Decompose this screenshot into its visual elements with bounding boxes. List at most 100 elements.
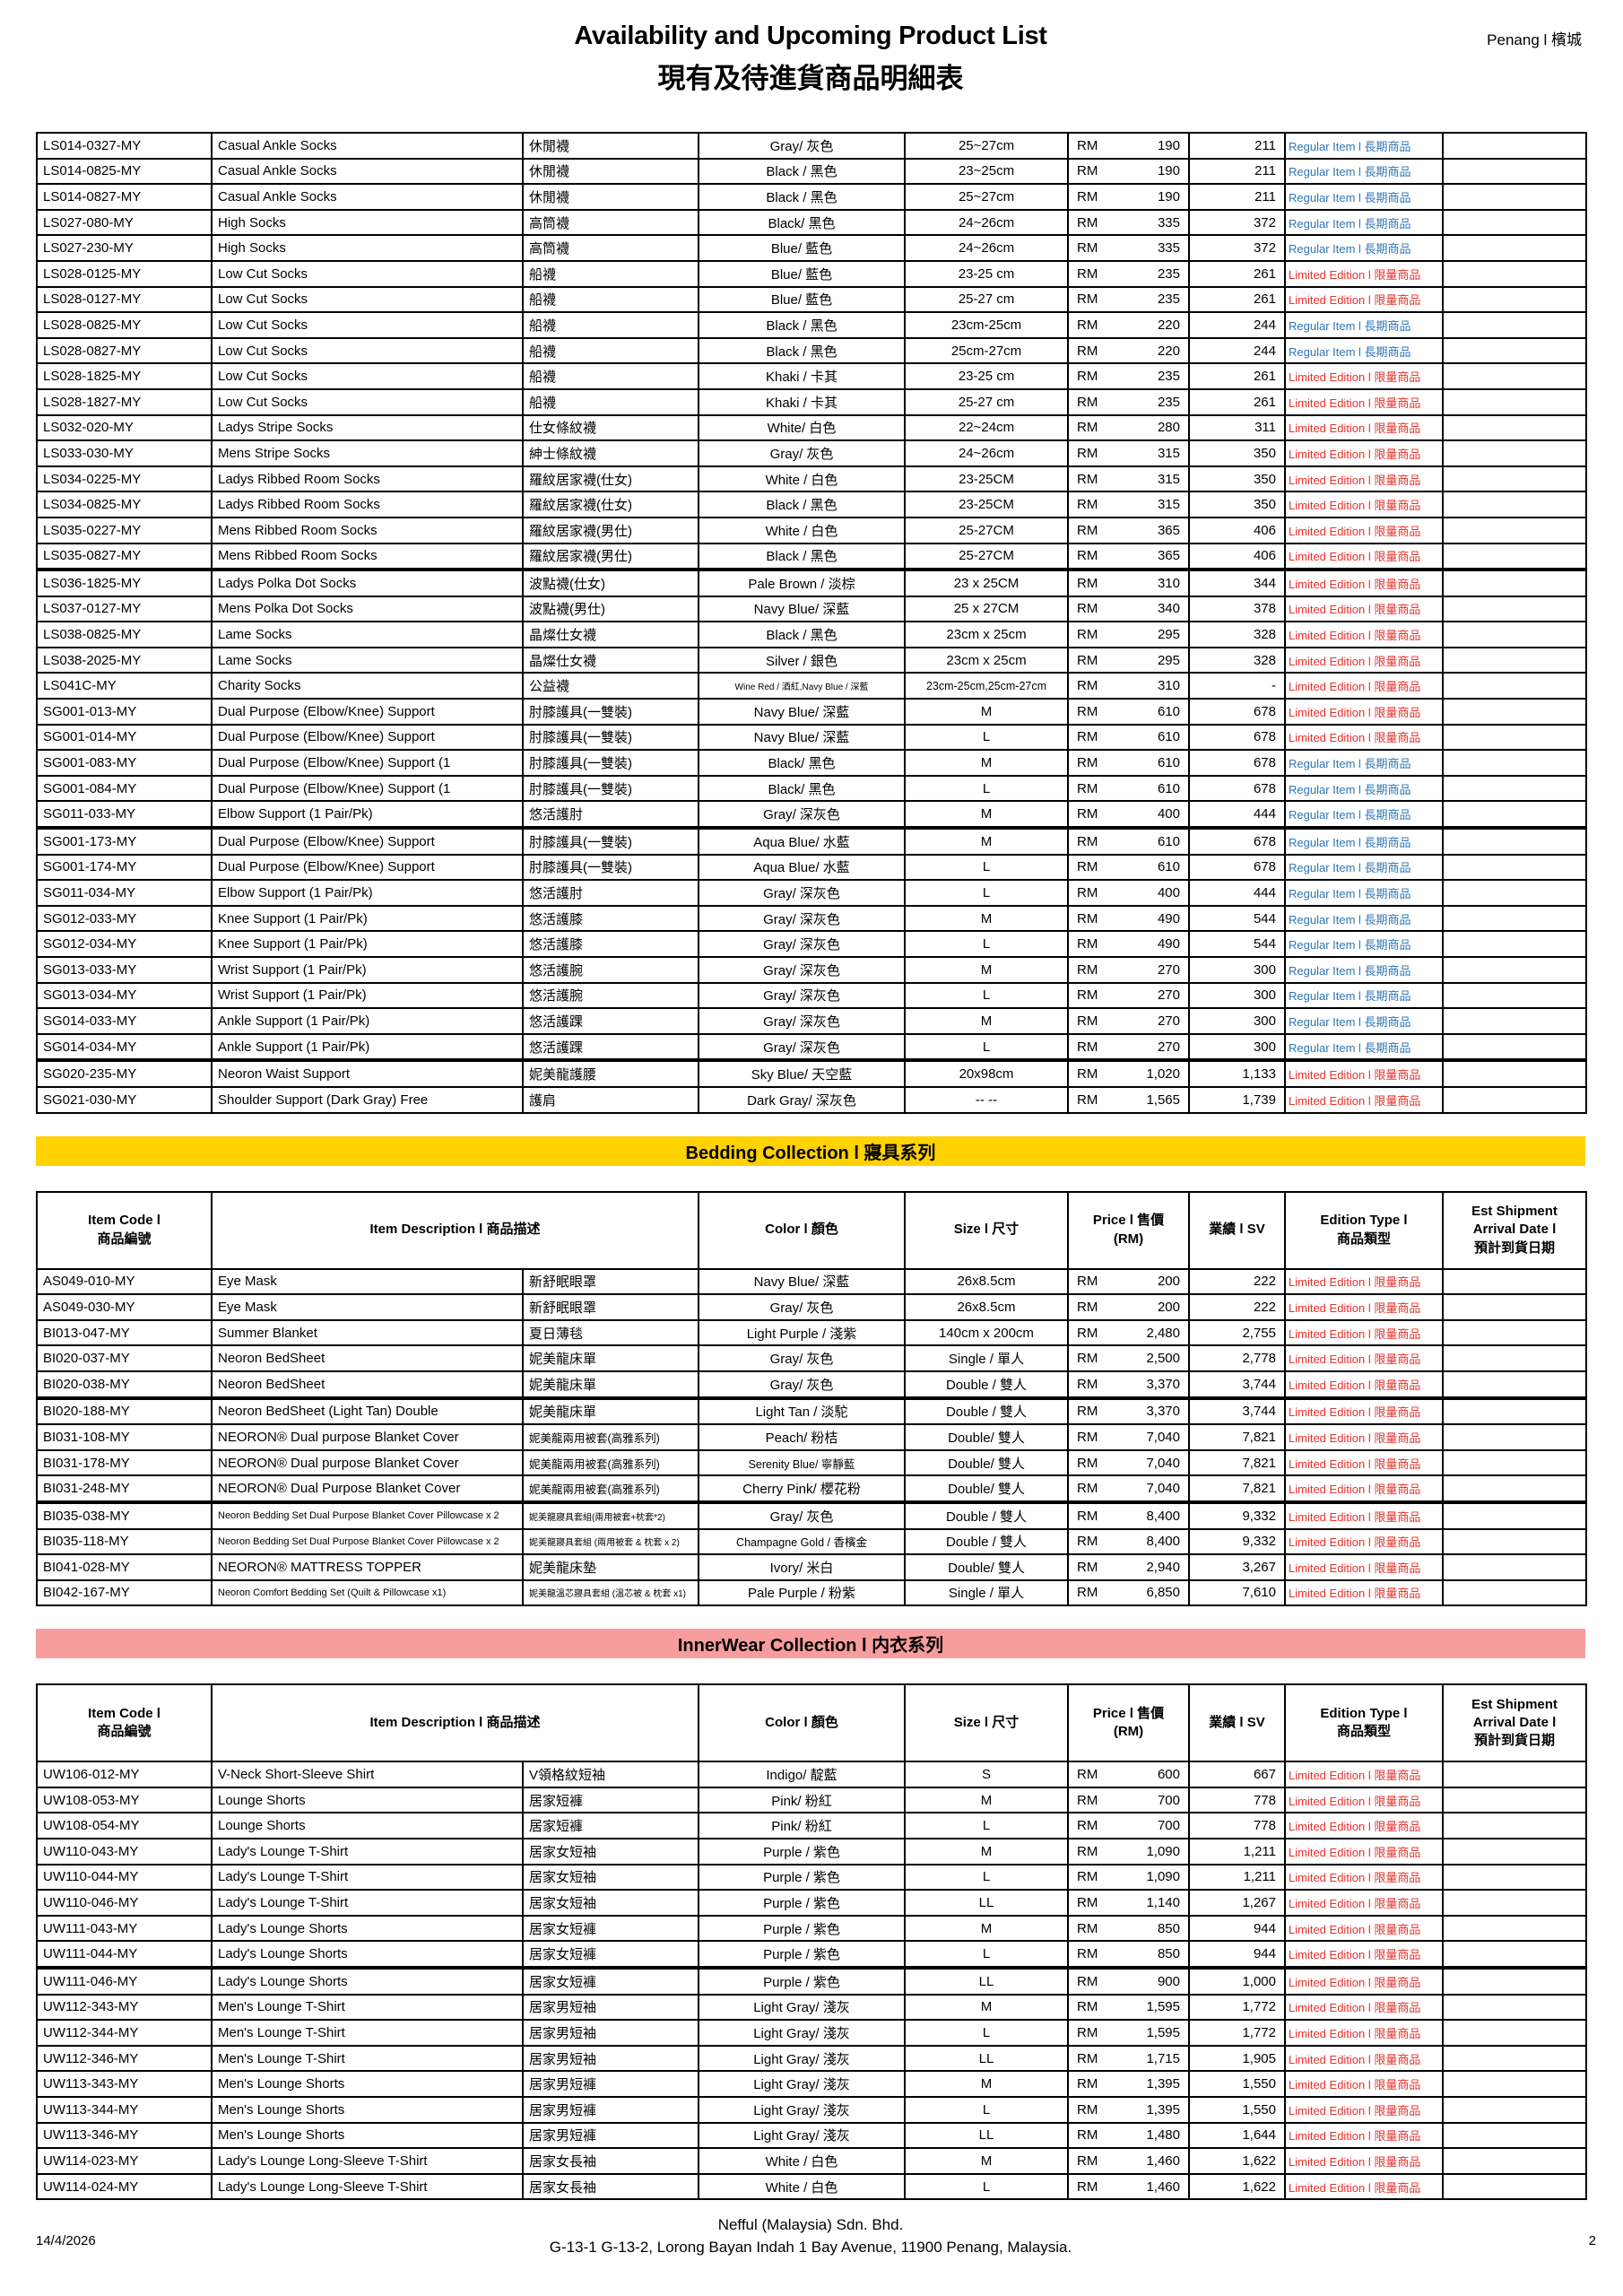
- cell-sv: 328: [1188, 646, 1286, 674]
- cell-color: Khaki / 卡其: [698, 387, 906, 416]
- currency-label: RM: [1077, 1895, 1098, 1911]
- cell-est-arrival-date: [1442, 336, 1587, 365]
- cell-size: Double/ 雙人: [904, 1474, 1069, 1503]
- cell-description-zh: 船襪: [522, 259, 699, 288]
- cell-size: LL: [904, 1889, 1069, 1917]
- table-row: UW114-023-MY Lady's Lounge Long-Sleeve T-…: [36, 2147, 1587, 2175]
- currency-label: RM: [1077, 678, 1098, 694]
- price-value: 3,370: [1146, 1404, 1180, 1420]
- cell-description-zh: 悠活護踝: [522, 1007, 699, 1035]
- cell-description-zh: 居家男短袖: [522, 2044, 699, 2073]
- cell-sv: 678: [1188, 723, 1286, 752]
- cell-item-code: LS033-030-MY: [36, 439, 213, 467]
- cell-sv: 3,744: [1188, 1396, 1286, 1426]
- table-row: AS049-030-MY Eye Mask 新舒眠眼罩 Gray/ 灰色 26x8.5c…: [36, 1293, 1587, 1321]
- cell-sv: 300: [1188, 1007, 1286, 1035]
- cell-description-en: Lady's Lounge Shorts: [211, 1966, 524, 1996]
- header-cell-est-date: Est Shipment Arrival Date l 預計到貨日期: [1442, 1683, 1587, 1763]
- cell-color: Khaki / 卡其: [698, 362, 906, 390]
- price-value: 1,460: [1146, 2179, 1180, 2195]
- table-row: LS038-2025-MY Lame Socks 晶燦仕女襪 Silver / 銀色 2…: [36, 646, 1587, 674]
- cell-est-arrival-date: [1442, 2172, 1587, 2201]
- cell-item-code: BI035-038-MY: [36, 1500, 213, 1530]
- currency-label: RM: [1077, 1039, 1098, 1055]
- cell-size: 23~25cm: [904, 157, 1069, 186]
- cell-sv: 1,644: [1188, 2121, 1286, 2150]
- cell-sv: 1,133: [1188, 1058, 1286, 1088]
- cell-description-en: Dual Purpose (Elbow/Knee) Support (1: [211, 749, 524, 777]
- price-value: 1,460: [1146, 2152, 1180, 2169]
- cell-price: RM 3,370: [1067, 1370, 1190, 1399]
- cell-sv: 444: [1188, 800, 1286, 830]
- currency-label: RM: [1077, 755, 1098, 771]
- cell-price: RM 1,715: [1067, 2044, 1190, 2073]
- table-row: SG020-235-MY Neoron Waist Support 妮美龍護腰 Sky…: [36, 1058, 1587, 1088]
- cell-size: Double / 雙人: [904, 1370, 1069, 1399]
- cell-price: RM 340: [1067, 595, 1190, 623]
- cell-item-code: AS049-010-MY: [36, 1267, 213, 1296]
- price-value: 8,400: [1146, 1534, 1180, 1550]
- cell-size: Single / 單人: [904, 1344, 1069, 1372]
- cell-est-arrival-date: [1442, 1914, 1587, 1943]
- table-row: UW106-012-MY V-Neck Short-Sleeve Shirt V領格…: [36, 1761, 1587, 1788]
- cell-sv: 328: [1188, 621, 1286, 648]
- cell-est-arrival-date: [1442, 183, 1587, 211]
- cell-size: L: [904, 2019, 1069, 2047]
- cell-size: 23cm-25cm,25cm-27cm: [904, 672, 1069, 700]
- price-value: 365: [1157, 548, 1180, 564]
- cell-description-en: Neoron BedSheet: [211, 1344, 524, 1372]
- cell-price: RM 335: [1067, 208, 1190, 237]
- cell-description-en: Casual Ankle Socks: [211, 157, 524, 186]
- cell-item-code: UW108-054-MY: [36, 1812, 213, 1840]
- cell-size: LL: [904, 2044, 1069, 2073]
- cell-description-en: NEORON® Dual Purpose Blanket Cover: [211, 1474, 524, 1503]
- cell-est-arrival-date: [1442, 491, 1587, 518]
- cell-price: RM 310: [1067, 672, 1190, 700]
- cell-size: L: [904, 853, 1069, 882]
- cell-price: RM 1,460: [1067, 2172, 1190, 2201]
- cell-price: RM 6,850: [1067, 1578, 1190, 1607]
- currency-label: RM: [1077, 1508, 1098, 1524]
- table-row: UW108-054-MY Lounge Shorts 居家短褲 Pink/ 粉紅 L RM…: [36, 1812, 1587, 1840]
- cell-price: RM 295: [1067, 621, 1190, 648]
- cell-color: Purple / 紫色: [698, 1966, 906, 1996]
- cell-edition-type: Limited Edition l 限量商品: [1284, 568, 1444, 597]
- cell-item-code: UW112-346-MY: [36, 2044, 213, 2073]
- cell-color: Navy Blue/ 深藍: [698, 698, 906, 726]
- cell-est-arrival-date: [1442, 362, 1587, 390]
- table-row: LS035-0227-MY Mens Ribbed Room Socks 羅紋居家襪…: [36, 516, 1587, 544]
- cell-description-zh: 船襪: [522, 362, 699, 390]
- cell-description-zh: 居家女長袖: [522, 2147, 699, 2175]
- header-cell-color: Color l 顏色: [698, 1190, 906, 1270]
- company-name: Nefful (Malaysia) Sdn. Bhd.: [717, 2216, 904, 2234]
- table-row: UW108-053-MY Lounge Shorts 居家短褲 Pink/ 粉紅 M RM…: [36, 1786, 1587, 1814]
- cell-edition-type: Limited Edition l 限量商品: [1284, 1553, 1444, 1581]
- cell-est-arrival-date: [1442, 981, 1587, 1010]
- currency-label: RM: [1077, 1946, 1098, 1962]
- cell-description-zh: 妮美龍床單: [522, 1370, 699, 1399]
- table-row: SG013-033-MY Wrist Support (1 Pair/Pk) 悠活護…: [36, 956, 1587, 984]
- cell-est-arrival-date: [1442, 646, 1587, 674]
- cell-sv: 344: [1188, 568, 1286, 597]
- cell-item-code: UW110-046-MY: [36, 1889, 213, 1917]
- cell-description-en: NEORON® Dual purpose Blanket Cover: [211, 1448, 524, 1477]
- cell-edition-type: Regular Item l 長期商品: [1284, 904, 1444, 933]
- price-value: 2,940: [1146, 1559, 1180, 1575]
- price-value: 2,480: [1146, 1325, 1180, 1341]
- cell-edition-type: Limited Edition l 限量商品: [1284, 1500, 1444, 1530]
- cell-description-en: Mens Stripe Socks: [211, 439, 524, 467]
- cell-sv: 244: [1188, 336, 1286, 365]
- cell-est-arrival-date: [1442, 723, 1587, 752]
- cell-color: White/ 白色: [698, 413, 906, 442]
- cell-size: 22~24cm: [904, 413, 1069, 442]
- cell-sv: 211: [1188, 157, 1286, 186]
- cell-description-en: Low Cut Socks: [211, 259, 524, 288]
- currency-label: RM: [1077, 214, 1098, 230]
- cell-description-en: Neoron Bedding Set Dual Purpose Blanket …: [211, 1527, 524, 1556]
- table-body: AS049-010-MY Eye Mask 新舒眠眼罩 Navy Blue/ 深藍 26…: [36, 1267, 1587, 1607]
- cell-est-arrival-date: [1442, 465, 1587, 493]
- table-row: UW110-046-MY Lady's Lounge T-Shirt 居家女短袖 Pu…: [36, 1889, 1587, 1917]
- cell-edition-type: Limited Edition l 限量商品: [1284, 2121, 1444, 2150]
- page-number: 2: [1588, 2233, 1596, 2248]
- cell-color: Pale Purple / 粉紫: [698, 1578, 906, 1607]
